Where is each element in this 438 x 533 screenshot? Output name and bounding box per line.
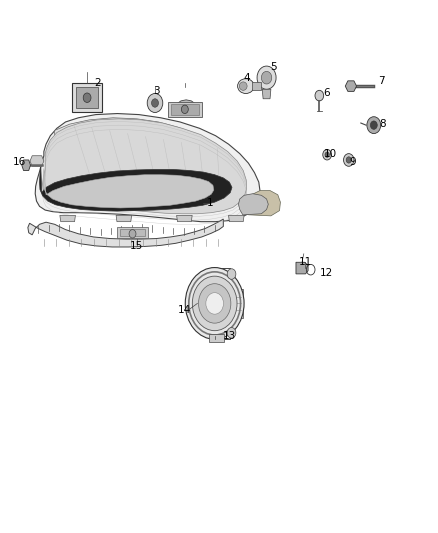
Polygon shape: [252, 82, 261, 90]
Circle shape: [192, 276, 237, 330]
Circle shape: [152, 99, 159, 107]
Polygon shape: [296, 262, 308, 274]
Polygon shape: [39, 166, 232, 211]
Text: 4: 4: [244, 72, 251, 83]
Circle shape: [181, 105, 188, 114]
Polygon shape: [30, 156, 44, 166]
Polygon shape: [35, 114, 260, 222]
Circle shape: [206, 293, 223, 314]
Text: 10: 10: [324, 149, 337, 159]
Circle shape: [147, 93, 163, 112]
Circle shape: [315, 90, 324, 101]
Circle shape: [325, 152, 329, 157]
Text: 14: 14: [178, 305, 191, 315]
Text: 1: 1: [207, 198, 214, 208]
Polygon shape: [345, 81, 357, 91]
Circle shape: [346, 157, 351, 163]
Polygon shape: [60, 215, 75, 222]
Polygon shape: [238, 193, 268, 215]
Ellipse shape: [237, 79, 254, 93]
Text: 9: 9: [350, 157, 357, 167]
Polygon shape: [22, 160, 31, 171]
Text: 8: 8: [379, 119, 386, 129]
Polygon shape: [120, 229, 145, 236]
Circle shape: [323, 149, 332, 160]
Text: 3: 3: [153, 86, 159, 96]
Polygon shape: [209, 334, 224, 342]
Polygon shape: [170, 104, 199, 115]
Circle shape: [227, 269, 236, 279]
Text: 7: 7: [378, 76, 385, 86]
Text: 11: 11: [299, 257, 312, 267]
Circle shape: [343, 154, 354, 166]
Circle shape: [367, 117, 381, 134]
Circle shape: [227, 327, 236, 338]
Polygon shape: [168, 102, 202, 117]
Circle shape: [83, 93, 91, 102]
Circle shape: [257, 66, 276, 90]
Polygon shape: [72, 83, 102, 112]
Polygon shape: [262, 90, 271, 99]
Polygon shape: [76, 87, 99, 108]
Circle shape: [185, 268, 244, 340]
Circle shape: [261, 71, 272, 84]
Polygon shape: [116, 215, 132, 222]
Ellipse shape: [239, 82, 247, 90]
Text: 15: 15: [130, 241, 144, 252]
Text: 16: 16: [13, 157, 26, 167]
Polygon shape: [28, 219, 223, 247]
Polygon shape: [229, 215, 244, 222]
Circle shape: [129, 230, 136, 238]
Polygon shape: [246, 191, 280, 216]
Ellipse shape: [225, 286, 235, 321]
Polygon shape: [45, 118, 238, 205]
Polygon shape: [228, 289, 243, 318]
Polygon shape: [177, 215, 192, 222]
Circle shape: [371, 121, 377, 130]
Text: 6: 6: [323, 88, 329, 99]
Text: 2: 2: [95, 78, 101, 88]
Polygon shape: [171, 100, 200, 117]
Text: 12: 12: [320, 268, 333, 278]
Text: 13: 13: [223, 331, 237, 341]
Text: 5: 5: [270, 62, 276, 72]
Polygon shape: [43, 168, 214, 208]
Polygon shape: [117, 227, 148, 238]
Polygon shape: [42, 119, 247, 214]
Circle shape: [198, 284, 231, 323]
